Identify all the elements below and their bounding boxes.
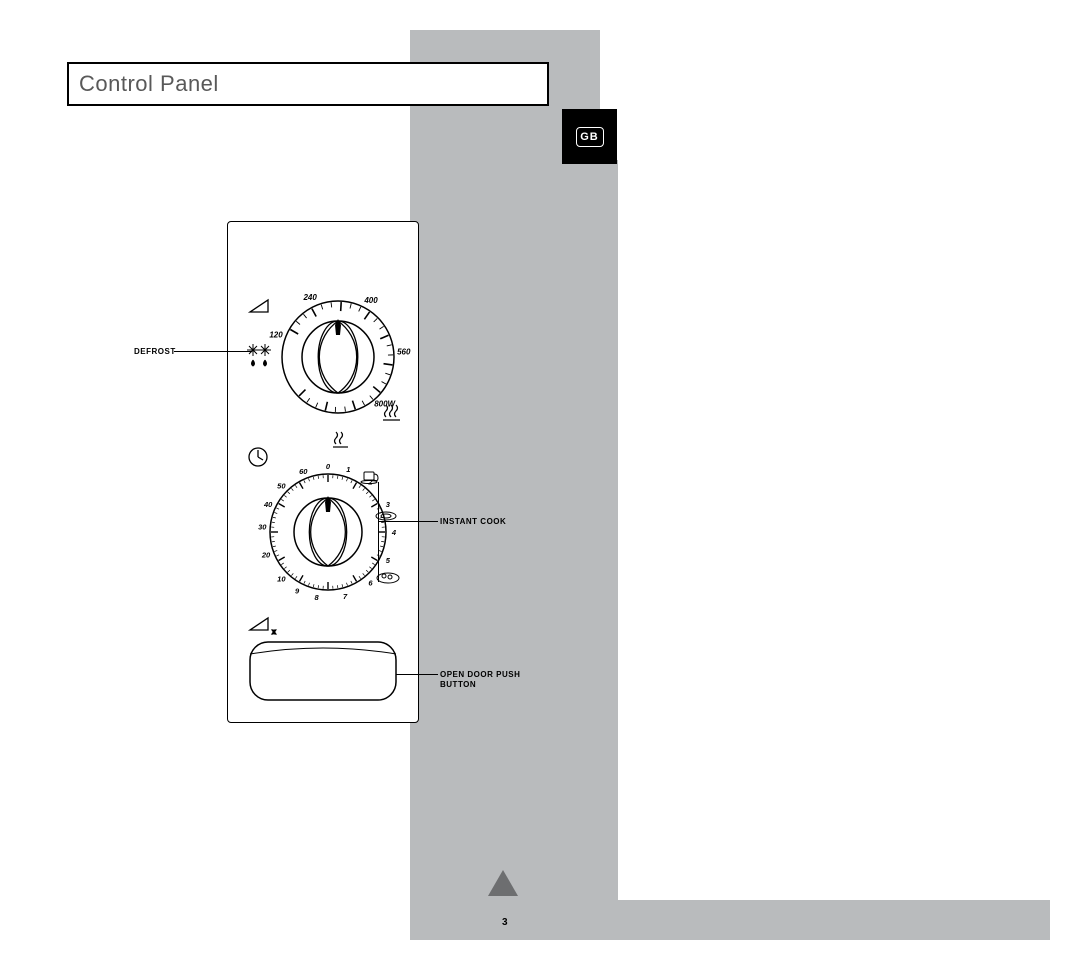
triangle-x-icon: x [250,618,276,636]
svg-text:4: 4 [391,528,397,537]
svg-text:240: 240 [302,293,317,302]
svg-text:800W: 800W [374,400,396,409]
button-highlight [250,648,396,654]
section-title: Control Panel [79,71,219,97]
svg-text:7: 7 [343,592,348,601]
open-door-label: OPEN DOOR PUSHBUTTON [440,670,520,691]
combi-icon [333,432,348,447]
language-badge: GB [562,109,617,164]
svg-text:30: 30 [258,522,267,531]
defrost-icon [247,344,271,366]
svg-text:5: 5 [386,556,391,565]
clock-icon [249,448,267,466]
svg-text:50: 50 [277,481,286,490]
svg-text:6: 6 [368,579,373,588]
instant-cook-label: INSTANT COOK [440,517,506,526]
section-title-box: Control Panel [67,62,549,106]
page-number: 3 [502,917,508,928]
svg-text:120: 120 [269,330,283,339]
defrost-label: DEFROST [134,347,176,356]
svg-text:8: 8 [314,593,319,602]
page-arrow-icon [488,870,518,896]
leader-instant [378,521,438,522]
power-dial: 120 240 400 560 800W [269,293,411,413]
svg-text:10: 10 [277,575,286,584]
svg-text:20: 20 [261,551,271,560]
leader-defrost [174,351,252,352]
language-code: GB [576,127,604,147]
triangle-icon [250,300,268,312]
svg-text:1: 1 [346,465,350,474]
svg-text:60: 60 [299,467,308,476]
svg-text:2: 2 [367,477,373,486]
svg-text:40: 40 [263,500,273,509]
svg-text:560: 560 [397,347,411,356]
manual-page: Control Panel GB [0,0,1080,969]
control-panel-svg: x 120 240 400 560 800W 0 1 2 3 4 5 6 7 8 9 10 20 30 40 50 6… [228,222,418,722]
background-side-strip [600,160,618,940]
leader-instant-vert [378,482,382,582]
svg-text:3: 3 [386,500,391,509]
svg-text:400: 400 [363,296,378,305]
svg-text:0: 0 [326,462,331,471]
control-panel-outline: x 120 240 400 560 800W 0 1 2 3 4 5 6 7 8 9 10 20 30 40 50 6… [227,221,419,723]
leader-door [396,674,438,675]
svg-text:9: 9 [295,586,300,595]
svg-text:x: x [272,629,276,636]
